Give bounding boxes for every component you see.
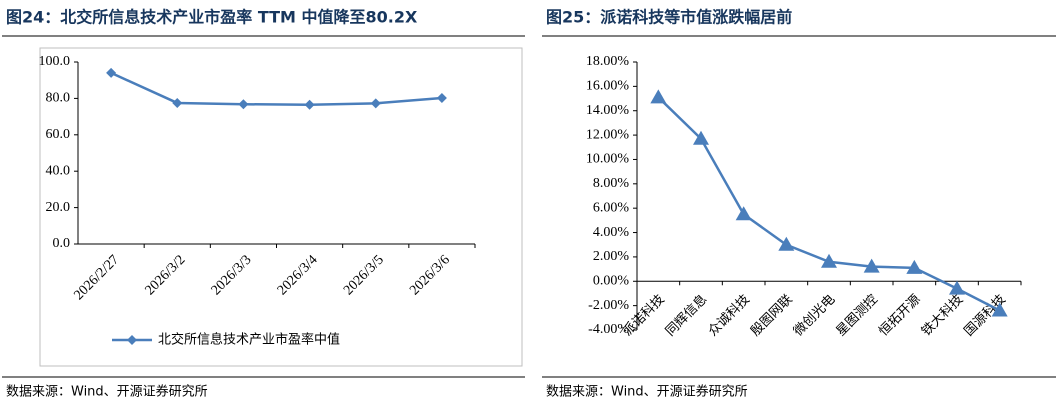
- marker: [821, 253, 837, 268]
- x-tick-label: 2026/3/4: [275, 252, 321, 298]
- x-tick-label: 2026/2/27: [71, 252, 122, 303]
- y-tick-label: 20.0: [46, 200, 71, 215]
- legend-marker: [127, 335, 137, 345]
- y-tick-label: 14.00%: [586, 103, 630, 118]
- y-tick-label: 2.00%: [593, 249, 630, 264]
- x-tick-label: 恒拓开源: [876, 292, 923, 339]
- source: 数据来源：Wind、开源证券研究所: [546, 384, 748, 400]
- x-tick-label: 殷图网联: [748, 292, 795, 339]
- y-tick-label: 0.00%: [593, 273, 630, 288]
- y-tick-label: 6.00%: [593, 200, 630, 215]
- y-tick-label: 10.00%: [586, 152, 630, 167]
- source: 数据来源：Wind、开源证券研究所: [6, 384, 208, 400]
- x-tick-label: 铁大科技: [919, 292, 966, 339]
- x-tick-label: 2026/3/3: [209, 252, 255, 298]
- y-tick-label: 8.00%: [593, 176, 630, 191]
- y-tick-label: -4.00%: [588, 322, 629, 337]
- marker: [370, 98, 381, 109]
- y-tick-label: 16.00%: [586, 79, 630, 94]
- marker: [863, 258, 880, 273]
- marker: [735, 206, 752, 221]
- marker: [436, 93, 447, 104]
- marker: [778, 236, 795, 251]
- chart: 图24：北交所信息技术产业市盈率 TTM 中值降至80.2X 数据来源：Wind、…: [2, 8, 525, 400]
- x-tick-label: 微创光电: [791, 292, 838, 339]
- y-tick-label: 12.00%: [586, 127, 630, 142]
- plot-frame: [39, 47, 523, 367]
- marker: [238, 99, 249, 110]
- y-tick-label: 40.0: [46, 163, 71, 178]
- marker: [106, 67, 117, 78]
- x-tick-label: 2026/3/6: [407, 252, 453, 298]
- marker: [693, 130, 709, 145]
- marker: [172, 97, 183, 108]
- chart-title: 图25：派诺科技等市值涨跌幅居前: [546, 8, 792, 27]
- series-line: [110, 71, 443, 107]
- x-tick-label: 2026/3/2: [143, 252, 189, 298]
- y-tick-label: -2.00%: [588, 298, 629, 313]
- y-tick-label: 80.0: [46, 91, 71, 106]
- marker: [650, 89, 667, 104]
- y-tick-label: 0.0: [53, 236, 71, 251]
- x-tick-label: 同辉信息: [662, 291, 710, 339]
- marker: [304, 99, 315, 110]
- marker: [949, 280, 965, 295]
- x-tick-label: 众诚科技: [706, 292, 753, 339]
- marker: [906, 259, 923, 274]
- legend-label: 北交所信息技术产业市盈率中值: [158, 332, 340, 348]
- y-tick-label: 100.0: [39, 54, 71, 69]
- y-tick-label: 4.00%: [593, 225, 630, 240]
- y-tick-label: 18.00%: [586, 54, 630, 69]
- y-tick-label: 60.0: [46, 127, 71, 142]
- chart-title: 图24：北交所信息技术产业市盈率 TTM 中值降至80.2X: [6, 8, 418, 27]
- series-line: [657, 96, 1001, 312]
- x-tick-label: 2026/3/5: [341, 252, 387, 298]
- marker: [991, 302, 1008, 317]
- x-tick-label: 星图测控: [834, 292, 881, 339]
